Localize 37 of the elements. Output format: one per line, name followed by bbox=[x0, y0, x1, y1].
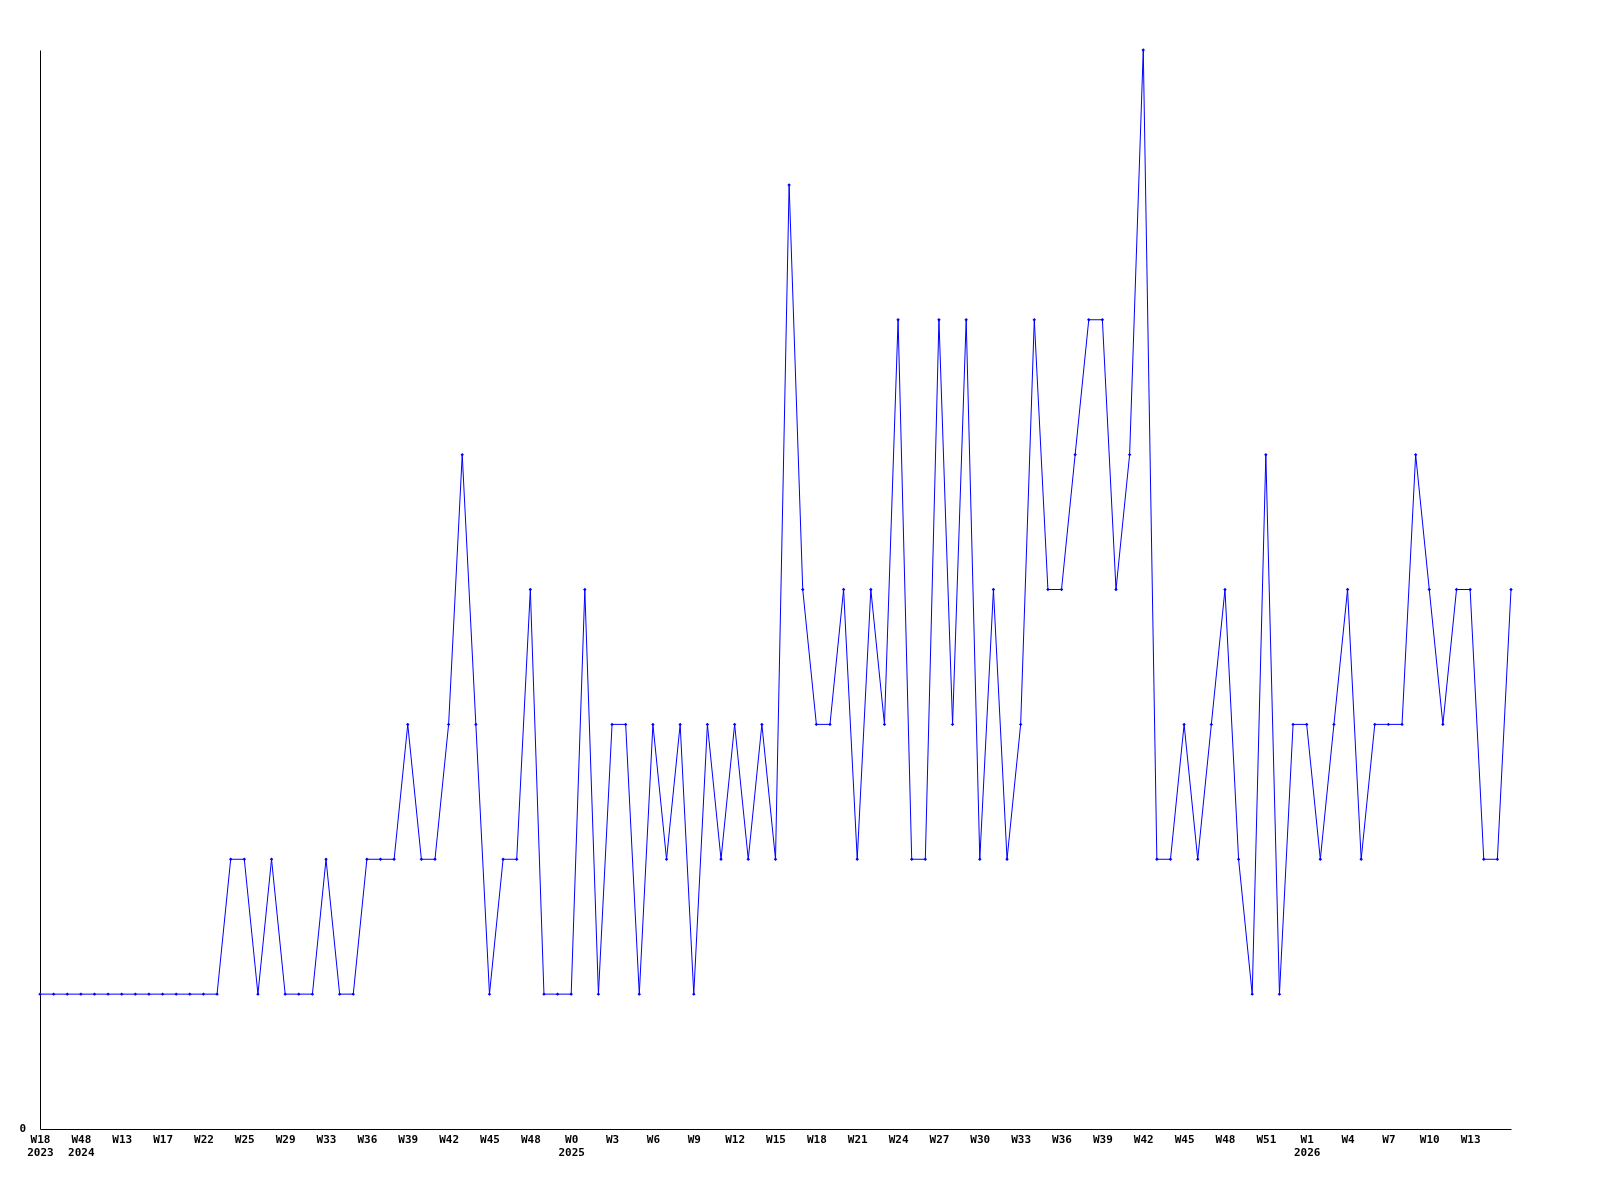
x-tick-label: W33 bbox=[316, 1132, 337, 1146]
x-tick-label: W1 2026 bbox=[1293, 1132, 1321, 1159]
x-tick-label: W30 bbox=[970, 1132, 991, 1146]
x-tick-label: W36 bbox=[1052, 1132, 1073, 1146]
x-tick-label: W13 bbox=[1460, 1132, 1481, 1146]
x-tick-label: W24 bbox=[888, 1132, 909, 1146]
x-tick-label: W39 bbox=[1092, 1132, 1113, 1146]
x-tick-label: W3 bbox=[605, 1132, 620, 1146]
x-tick-label: W48 bbox=[1215, 1132, 1236, 1146]
x-tick-label: W39 bbox=[398, 1132, 419, 1146]
x-tick-label: W42 bbox=[1133, 1132, 1154, 1146]
x-tick-label: W9 bbox=[687, 1132, 701, 1146]
x-tick-label: W6 bbox=[646, 1132, 661, 1146]
x-tick-label: W22 bbox=[194, 1132, 214, 1146]
x-tick-label: W21 bbox=[847, 1132, 869, 1146]
x-tick-label: W29 bbox=[275, 1132, 296, 1146]
x-tick-label: W48 2024 bbox=[68, 1132, 95, 1159]
x-tick-label: W51 bbox=[1256, 1132, 1277, 1146]
text: 0 bbox=[19, 1122, 26, 1135]
x-tick-label: W7 bbox=[1382, 1132, 1396, 1146]
x-tick-label: W45 bbox=[480, 1132, 500, 1146]
x-tick-label: W4 bbox=[1341, 1132, 1356, 1146]
x-tick-label: W25 bbox=[234, 1132, 255, 1146]
x-tick-label: W0 2025 bbox=[558, 1132, 585, 1159]
x-tick-label: W18 2023 bbox=[27, 1132, 54, 1159]
x-tick-label: W27 bbox=[929, 1132, 950, 1146]
x-tick-label: W48 bbox=[520, 1132, 541, 1146]
x-tick-label: W12 bbox=[725, 1132, 746, 1146]
x-tick-label: W13 bbox=[112, 1132, 133, 1146]
x-tick-label: W45 bbox=[1174, 1132, 1195, 1146]
x-tick-label: W33 bbox=[1011, 1132, 1032, 1146]
x-tick-label: W15 bbox=[766, 1132, 786, 1146]
x-tick-label: W18 bbox=[806, 1132, 827, 1146]
x-tick-label: W36 bbox=[357, 1132, 378, 1146]
x-tick-label: W17 bbox=[153, 1132, 174, 1146]
x-tick-label: W42 bbox=[439, 1132, 460, 1146]
x-tick-label: W10 bbox=[1419, 1132, 1440, 1146]
